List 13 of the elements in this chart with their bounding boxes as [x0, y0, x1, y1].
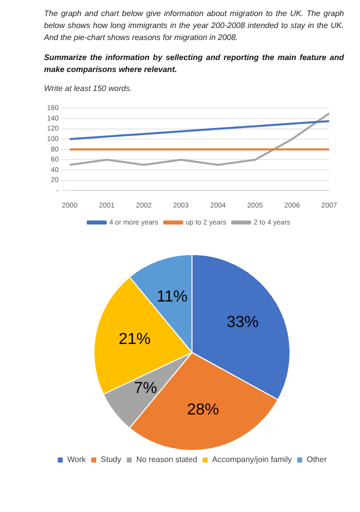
chart-subtitle: Summarize the information by sellecting and reporting the main feature and make comparisons where relevant. [44, 52, 344, 76]
text: Write at least 150 words. [44, 84, 134, 93]
legend-label: Accompany/join family [212, 455, 292, 464]
data-label: 28% [187, 402, 220, 419]
data-label: 33% [226, 314, 259, 331]
legend-label: Study [100, 455, 122, 464]
data-label: 21% [118, 331, 151, 348]
legend-label: No reason stated [136, 455, 198, 464]
data-label: 7% [134, 380, 158, 397]
chart-title: The graph and chart below give information about migration to the UK. The graph below shows how long immigrants in the year 200-2008 intended to stay in the UK. And the pie-chart shows reasons for migration in 2008. [44, 8, 344, 44]
legend-label: Other [306, 455, 328, 464]
data-label: 11% [156, 288, 188, 306]
legend-label: Work [67, 455, 87, 464]
